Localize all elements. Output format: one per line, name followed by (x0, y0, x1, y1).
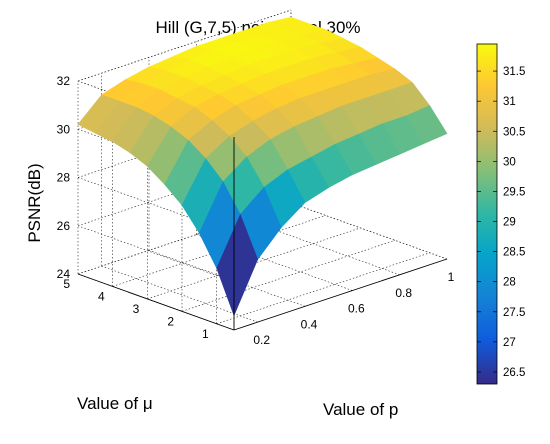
colorbar-tick-label: 29.5 (503, 186, 525, 198)
y-tick-label: 3 (133, 302, 140, 316)
x-axis-label: Value of p (323, 400, 398, 419)
y-tick-label: 5 (63, 277, 70, 291)
y-tick-label: 4 (98, 289, 105, 303)
z-axis-label: PSNR(dB) (25, 163, 44, 242)
y-tick-label: 2 (167, 314, 174, 328)
y-tick-label: 1 (202, 327, 209, 341)
y-axis-label: Value of μ (77, 394, 153, 413)
colorbar-gradient (476, 43, 498, 385)
colorbar-tick-label: 31.5 (503, 66, 525, 78)
x-axis-line (233, 258, 448, 331)
floor-y-grid-line (216, 252, 430, 325)
z-tick-label: 30 (57, 122, 71, 136)
axis-ticks: 24 26 28 30 32 1 2 3 4 5 0.2 0.4 0.6 0.8 1 (57, 74, 455, 347)
x-tick-label: 0.2 (253, 333, 270, 347)
z-tick-label: 32 (57, 74, 71, 88)
z-tick-label: 26 (57, 219, 71, 233)
colorbar-tick-label: 29 (503, 217, 516, 229)
surface-plot (77, 16, 448, 317)
box-edge (77, 9, 292, 82)
colorbar-tick-label: 30.5 (503, 126, 525, 138)
colorbar-ticks: 26.5 27 27.5 28 28.5 29 29.5 30 30.5 31 31.5 (477, 66, 525, 379)
colorbar-tick-label: 28.5 (503, 247, 525, 259)
z-tick-label: 28 (57, 171, 71, 185)
floor-y-grid-line (181, 240, 396, 312)
colorbar-tick-label: 27.5 (503, 307, 525, 319)
colorbar-tick-label: 28 (503, 277, 516, 289)
colorbar-tick-label: 26.5 (503, 367, 525, 379)
x-tick-label: 1 (448, 270, 455, 284)
floor-y-grid-line (77, 202, 292, 275)
colorbar-tick-label: 31 (503, 96, 516, 108)
colorbar: 26.5 27 27.5 28 28.5 29 29.5 30 30.5 31 31.5 (476, 43, 525, 385)
x-tick-label: 0.6 (348, 302, 365, 316)
x-tick-label: 0.8 (395, 286, 412, 300)
box-edge (290, 202, 448, 260)
y-axis-line (77, 273, 235, 331)
x-tick-label: 0.4 (301, 317, 318, 331)
surface-patch (216, 213, 259, 317)
z-tick-label: 24 (57, 267, 71, 281)
colorbar-tick-label: 30 (503, 156, 516, 168)
colorbar-tick-label: 27 (503, 337, 516, 349)
